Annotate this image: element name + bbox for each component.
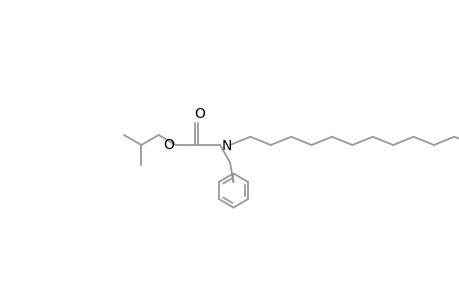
Text: O: O (194, 107, 205, 121)
Text: N: N (222, 139, 232, 153)
Text: O: O (163, 138, 174, 152)
